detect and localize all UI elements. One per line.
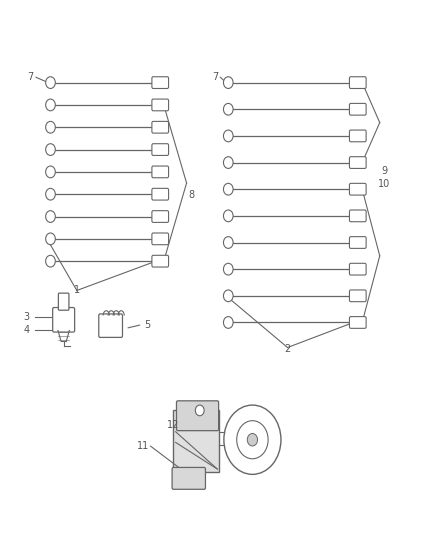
Circle shape <box>46 77 55 88</box>
FancyBboxPatch shape <box>349 317 365 328</box>
Text: 7: 7 <box>212 72 218 82</box>
Circle shape <box>46 255 55 267</box>
FancyBboxPatch shape <box>349 263 365 275</box>
FancyBboxPatch shape <box>152 233 168 245</box>
FancyBboxPatch shape <box>349 157 365 168</box>
Circle shape <box>46 99 55 111</box>
Circle shape <box>223 290 233 302</box>
FancyBboxPatch shape <box>58 293 69 310</box>
Circle shape <box>46 144 55 156</box>
Circle shape <box>223 103 233 115</box>
FancyBboxPatch shape <box>349 290 365 302</box>
FancyBboxPatch shape <box>349 103 365 115</box>
Circle shape <box>223 237 233 248</box>
Circle shape <box>223 130 233 142</box>
FancyBboxPatch shape <box>152 188 168 200</box>
Circle shape <box>223 157 233 168</box>
Circle shape <box>223 210 233 222</box>
Text: 4: 4 <box>23 326 29 335</box>
Circle shape <box>223 183 233 195</box>
FancyBboxPatch shape <box>152 255 168 267</box>
Text: 12: 12 <box>167 421 179 430</box>
Circle shape <box>46 233 55 245</box>
FancyBboxPatch shape <box>349 237 365 248</box>
Text: 5: 5 <box>144 320 150 330</box>
Circle shape <box>223 77 233 88</box>
FancyBboxPatch shape <box>349 130 365 142</box>
Circle shape <box>223 317 233 328</box>
Text: 11: 11 <box>136 441 148 451</box>
FancyBboxPatch shape <box>152 122 168 133</box>
Text: 8: 8 <box>187 190 194 199</box>
Circle shape <box>195 405 204 416</box>
Circle shape <box>247 433 257 446</box>
Text: 3: 3 <box>23 312 29 322</box>
Text: 10: 10 <box>377 179 389 189</box>
FancyBboxPatch shape <box>152 77 168 88</box>
Text: 7: 7 <box>28 72 34 82</box>
Text: 9: 9 <box>380 166 386 175</box>
FancyBboxPatch shape <box>172 467 205 489</box>
FancyBboxPatch shape <box>349 183 365 195</box>
FancyBboxPatch shape <box>152 166 168 178</box>
Circle shape <box>46 211 55 222</box>
Circle shape <box>46 122 55 133</box>
FancyBboxPatch shape <box>176 401 218 431</box>
Text: 1: 1 <box>74 286 80 295</box>
Circle shape <box>46 188 55 200</box>
FancyBboxPatch shape <box>349 210 365 222</box>
FancyBboxPatch shape <box>152 144 168 156</box>
Polygon shape <box>173 410 219 472</box>
FancyBboxPatch shape <box>53 308 74 332</box>
Circle shape <box>223 263 233 275</box>
Text: 2: 2 <box>284 344 290 354</box>
Circle shape <box>46 166 55 178</box>
Circle shape <box>223 405 280 474</box>
FancyBboxPatch shape <box>99 314 122 337</box>
FancyBboxPatch shape <box>152 99 168 111</box>
FancyBboxPatch shape <box>152 211 168 222</box>
FancyBboxPatch shape <box>349 77 365 88</box>
